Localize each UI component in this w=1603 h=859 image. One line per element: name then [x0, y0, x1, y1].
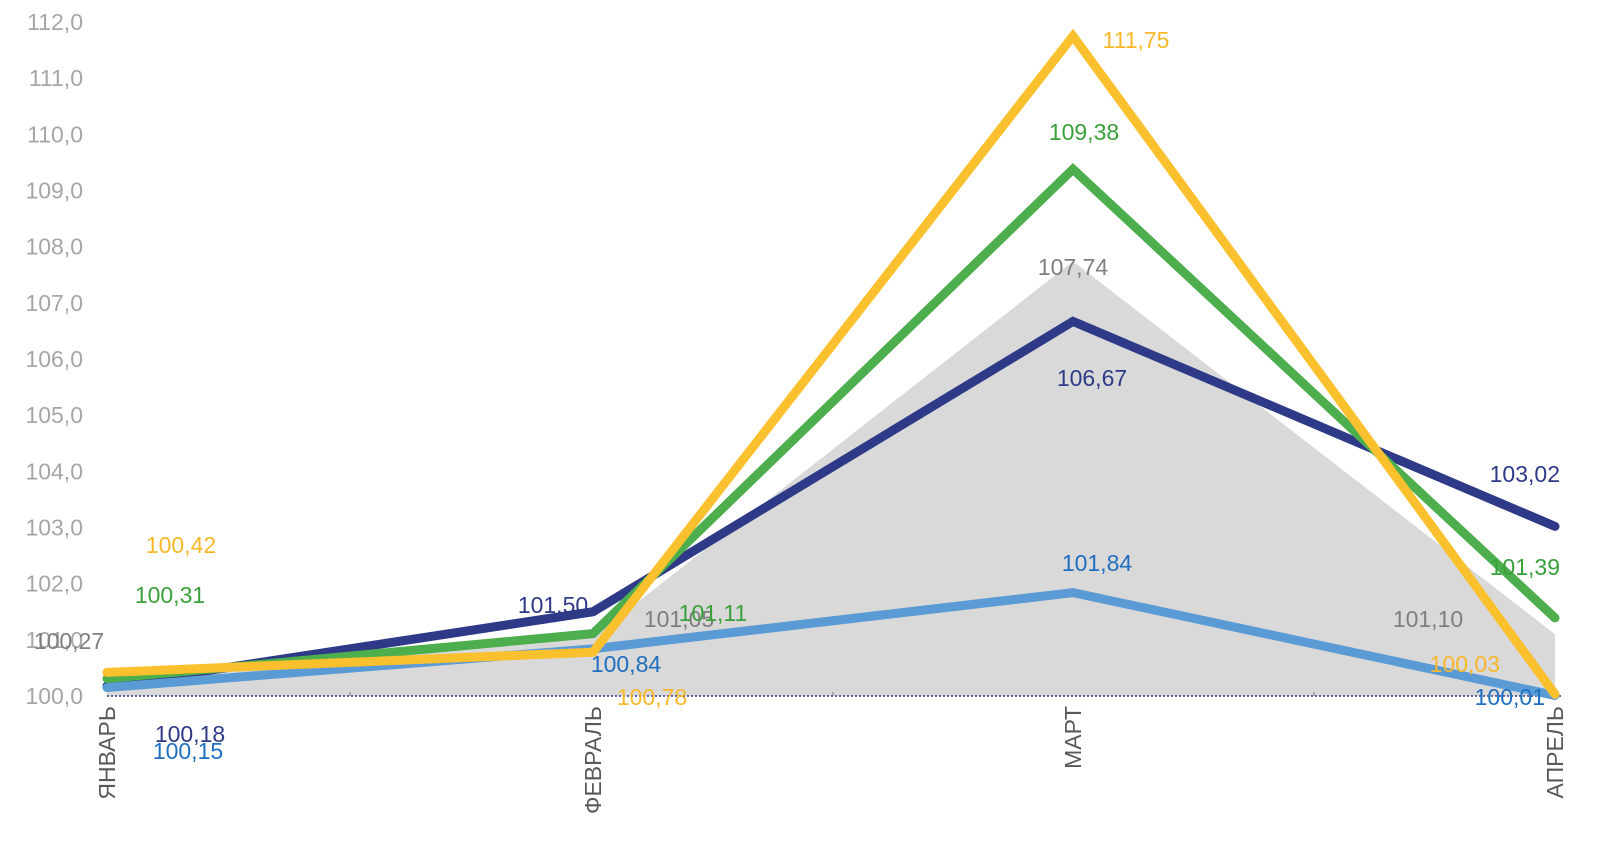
series-1-data-label: 103,02 [1490, 461, 1560, 487]
area-data-label: 100,27 [34, 628, 104, 654]
y-tick-label: 106,0 [25, 346, 83, 372]
series-4-data-label: 100,78 [617, 684, 687, 710]
y-tick-label: 101,0 [25, 627, 83, 653]
series-1-data-label: 106,67 [1057, 365, 1127, 391]
x-tick-label: ФЕВРАЛЬ [580, 706, 606, 814]
series-4-data-label: 100,03 [1430, 651, 1500, 677]
series-3-data-label: 101,84 [1062, 550, 1133, 576]
y-tick-label: 112,0 [27, 9, 83, 35]
series-2-data-label: 101,11 [679, 600, 748, 626]
series-line-3 [102, 588, 1560, 700]
area-data-label: 101,10 [1393, 606, 1463, 632]
area-data-label: 101,05 [644, 606, 714, 632]
series-2-data-label: 100,31 [135, 582, 205, 608]
y-tick-label: 105,0 [25, 402, 83, 428]
y-tick-label: 108,0 [25, 234, 83, 260]
y-tick-label: 110,0 [27, 121, 83, 147]
series-3-data-label: 100,15 [153, 738, 223, 764]
y-axis-ticks: 100,0 101,0 102,0 103,0 104,0 105,0 106,0 107,0… [25, 9, 83, 709]
series-2-data-label: 109,38 [1049, 119, 1119, 145]
series-1-data-label: 100,18 [155, 721, 225, 747]
series-3-data-label: 100,84 [591, 651, 662, 677]
y-tick-label: 103,0 [25, 515, 83, 541]
x-axis-ticks: ЯНВАРЬ ФЕВРАЛЬ МАРТ АПРЕЛЬ [94, 706, 1568, 814]
x-axis-minor-ticks [349, 692, 1315, 696]
series-3-data-label: 100,01 [1475, 684, 1545, 710]
series-2-data-label: 101,39 [1490, 554, 1560, 580]
x-tick-label: АПРЕЛЬ [1542, 706, 1568, 798]
y-tick-label: 104,0 [25, 458, 83, 484]
y-tick-label: 102,0 [25, 571, 83, 597]
series-line-1 [102, 316, 1560, 691]
series-line-4 [102, 28, 1560, 699]
area-series-fill [107, 261, 1555, 696]
series-4-data-label: 111,75 [1103, 27, 1170, 53]
line-series [102, 28, 1560, 700]
series-4-data-label: 100,42 [146, 532, 216, 558]
area-series [107, 261, 1555, 696]
y-tick-label: 100,0 [25, 683, 83, 709]
data-labels: 100,27 101,05 107,74 101,10 100,18 101,50 106,… [34, 27, 1560, 764]
x-tick-label: МАРТ [1060, 706, 1086, 769]
series-1-data-label: 101,50 [518, 592, 588, 618]
y-tick-label: 109,0 [25, 178, 83, 204]
area-data-label: 107,74 [1038, 254, 1109, 280]
x-tick-label: ЯНВАРЬ [94, 706, 120, 800]
y-tick-label: 107,0 [25, 290, 83, 316]
series-line-2 [102, 162, 1560, 684]
y-tick-label: 111,0 [29, 65, 83, 91]
